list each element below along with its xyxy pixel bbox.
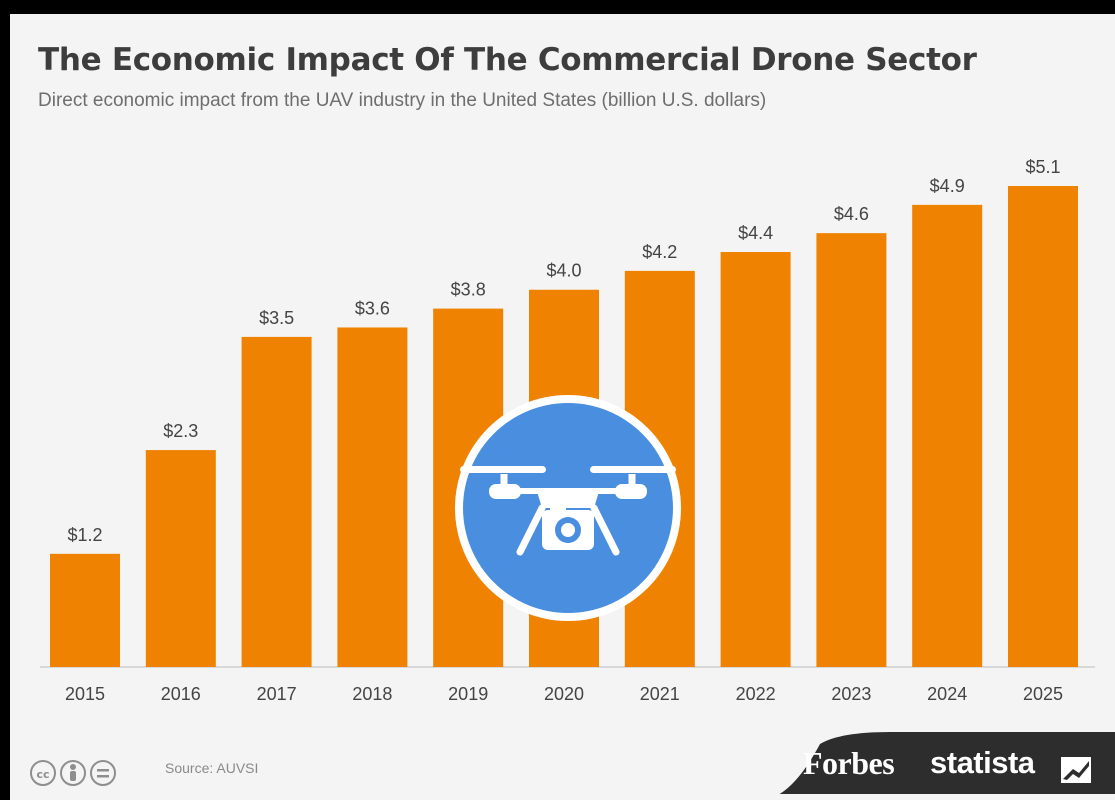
- forbes-logo[interactable]: Forbes: [803, 745, 895, 781]
- statista-logo[interactable]: statista: [930, 745, 1035, 780]
- value-label-2025: $5.1: [1025, 157, 1060, 177]
- footer-brand-band: [779, 732, 1115, 794]
- person-icon: [60, 760, 86, 786]
- x-tick-label-2017: 2017: [257, 684, 297, 704]
- value-label-2015: $1.2: [67, 525, 102, 545]
- bar-2016: [145, 450, 216, 667]
- bar-2023: [816, 233, 887, 667]
- x-tick-label-2023: 2023: [831, 684, 871, 704]
- value-label-2023: $4.6: [834, 204, 869, 224]
- value-label-2024: $4.9: [930, 176, 965, 196]
- bar-2022: [720, 252, 791, 668]
- value-label-2022: $4.4: [738, 223, 773, 243]
- source-note: Source: AUVSI: [165, 760, 259, 776]
- bar-2024: [912, 204, 983, 668]
- value-label-2017: $3.5: [259, 308, 294, 328]
- bar-2017: [241, 336, 312, 667]
- value-label-2018: $3.6: [355, 298, 390, 318]
- equals-icon: [90, 760, 116, 786]
- value-label-2019: $3.8: [451, 280, 486, 300]
- svg-text:cc: cc: [36, 768, 49, 781]
- bar-2015: [50, 553, 120, 667]
- x-tick-label-2016: 2016: [161, 684, 201, 704]
- x-tick-label-2021: 2021: [640, 684, 680, 704]
- x-tick-label-2018: 2018: [352, 684, 392, 704]
- chart-title: The Economic Impact Of The Commercial Dr…: [38, 42, 977, 78]
- x-tick-label-2025: 2025: [1023, 684, 1063, 704]
- statista-mark-icon: [1061, 757, 1091, 783]
- cc-icon: cc: [30, 760, 56, 786]
- x-tick-label-2019: 2019: [448, 684, 488, 704]
- x-tick-label-2015: 2015: [65, 684, 105, 704]
- value-label-2016: $2.3: [163, 421, 198, 441]
- value-label-2020: $4.0: [546, 261, 581, 281]
- value-label-2021: $4.2: [642, 242, 677, 262]
- chart-subtitle: Direct economic impact from the UAV indu…: [38, 90, 767, 111]
- drone-icon: [455, 395, 681, 621]
- x-tick-label-2020: 2020: [544, 684, 584, 704]
- bar-2025: [1008, 186, 1078, 667]
- license-icons: cc: [30, 760, 116, 786]
- x-tick-label-2022: 2022: [736, 684, 776, 704]
- bar-2018: [337, 327, 408, 667]
- x-tick-label-2024: 2024: [927, 684, 967, 704]
